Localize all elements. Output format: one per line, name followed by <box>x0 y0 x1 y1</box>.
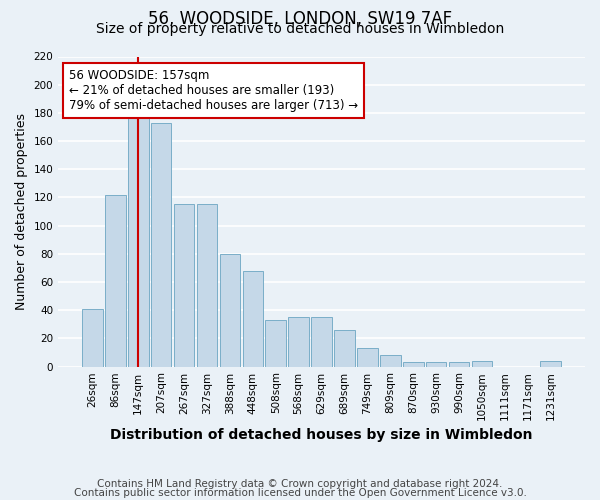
Text: Contains public sector information licensed under the Open Government Licence v3: Contains public sector information licen… <box>74 488 526 498</box>
Bar <box>197 204 217 366</box>
Bar <box>380 356 401 366</box>
Text: Contains HM Land Registry data © Crown copyright and database right 2024.: Contains HM Land Registry data © Crown c… <box>97 479 503 489</box>
X-axis label: Distribution of detached houses by size in Wimbledon: Distribution of detached houses by size … <box>110 428 533 442</box>
Bar <box>334 330 355 366</box>
Text: 56 WOODSIDE: 157sqm
← 21% of detached houses are smaller (193)
79% of semi-detac: 56 WOODSIDE: 157sqm ← 21% of detached ho… <box>69 69 358 112</box>
Bar <box>541 361 561 366</box>
Bar <box>82 309 103 366</box>
Bar <box>311 317 332 366</box>
Bar <box>105 194 125 366</box>
Bar <box>426 362 446 366</box>
Bar <box>174 204 194 366</box>
Bar <box>357 348 378 366</box>
Bar <box>403 362 424 366</box>
Bar <box>265 320 286 366</box>
Bar <box>242 270 263 366</box>
Text: Size of property relative to detached houses in Wimbledon: Size of property relative to detached ho… <box>96 22 504 36</box>
Bar <box>220 254 240 366</box>
Text: 56, WOODSIDE, LONDON, SW19 7AF: 56, WOODSIDE, LONDON, SW19 7AF <box>148 10 452 28</box>
Y-axis label: Number of detached properties: Number of detached properties <box>15 113 28 310</box>
Bar <box>151 122 172 366</box>
Bar <box>449 362 469 366</box>
Bar <box>128 107 149 366</box>
Bar <box>289 317 309 366</box>
Bar <box>472 361 493 366</box>
